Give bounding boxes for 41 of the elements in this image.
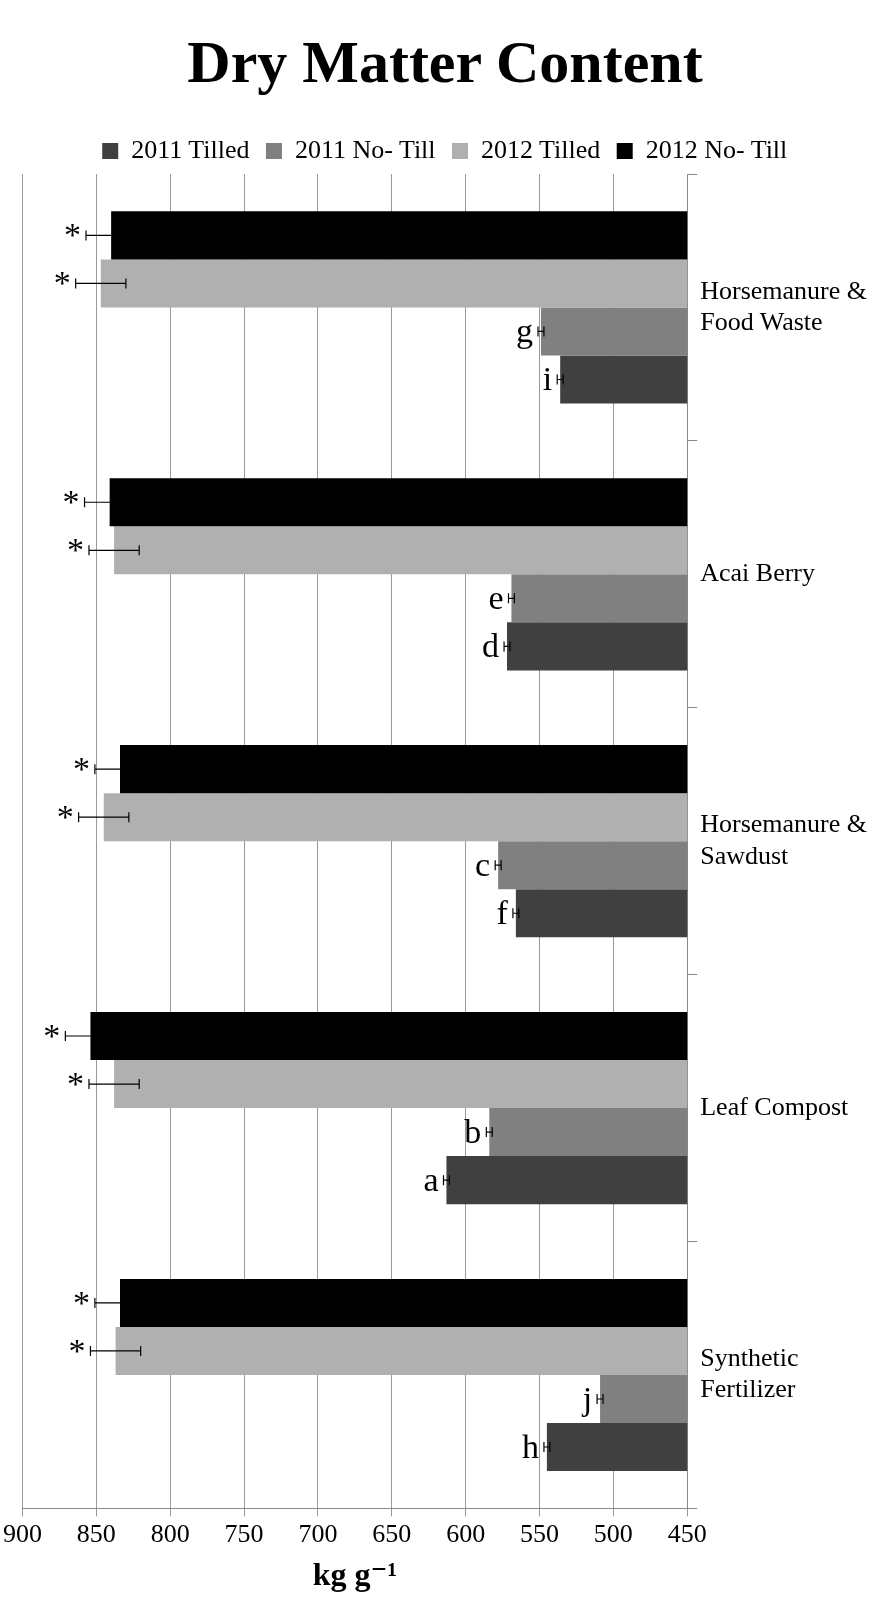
y-tick-label: Horsemanure & Food Waste bbox=[700, 275, 867, 336]
chart-title: Dry Matter Content bbox=[187, 28, 703, 95]
data-label: * bbox=[62, 483, 80, 521]
y-tick-label: Leaf Compost bbox=[700, 1091, 850, 1121]
data-label: j bbox=[581, 1379, 593, 1417]
legend-label: 2011 No- Till bbox=[294, 134, 436, 164]
y-tick-label: Horsemanure & Sawdust bbox=[700, 809, 867, 870]
data-label: * bbox=[66, 531, 84, 569]
x-tick-label: 750 bbox=[224, 1518, 264, 1548]
data-label: b bbox=[464, 1113, 482, 1151]
legend-label: 2011 Tilled bbox=[131, 134, 250, 164]
data-label: f bbox=[496, 894, 509, 932]
y-tick-label: Acai Berry bbox=[700, 558, 815, 588]
x-tick-label: 800 bbox=[150, 1518, 190, 1548]
data-label: a bbox=[423, 1161, 439, 1199]
legend-label: 2012 No- Till bbox=[645, 134, 788, 164]
data-label: * bbox=[53, 264, 71, 302]
data-label: g bbox=[516, 312, 534, 350]
x-tick-label: 600 bbox=[446, 1518, 486, 1548]
data-label: * bbox=[64, 216, 82, 254]
x-tick-label: 550 bbox=[520, 1518, 560, 1548]
y-tick-label: Synthetic Fertilizer bbox=[700, 1343, 799, 1404]
x-tick-label: 850 bbox=[76, 1518, 116, 1548]
x-tick-label: 450 bbox=[667, 1518, 707, 1548]
data-label: c bbox=[475, 846, 491, 884]
data-label: i bbox=[542, 360, 553, 398]
data-label: * bbox=[56, 798, 74, 836]
x-tick-label: 500 bbox=[593, 1518, 633, 1548]
x-tick-label: 650 bbox=[372, 1518, 412, 1548]
data-label: * bbox=[43, 1016, 61, 1054]
data-label: * bbox=[72, 1283, 90, 1321]
data-label: d bbox=[482, 627, 500, 665]
data-label: h bbox=[521, 1427, 539, 1465]
data-label: e bbox=[488, 579, 504, 617]
data-label: * bbox=[72, 750, 90, 788]
x-tick-label: 900 bbox=[3, 1518, 42, 1548]
x-tick-label: 700 bbox=[298, 1518, 338, 1548]
data-label: * bbox=[66, 1064, 84, 1102]
data-label: * bbox=[68, 1331, 86, 1369]
x-axis-title: kg g⁻¹ bbox=[312, 1556, 397, 1593]
legend-label: 2012 Tilled bbox=[481, 134, 601, 164]
